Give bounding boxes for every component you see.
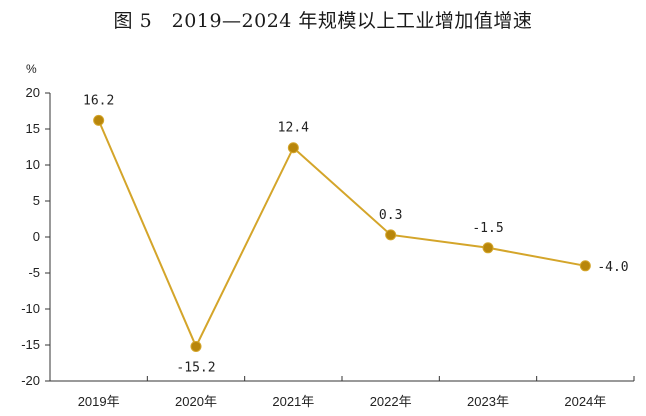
y-tick-label: 5 <box>33 193 40 208</box>
x-tick-label: 2021年 <box>272 394 314 409</box>
series-line-layer: 16.2 -15.2 12.4 0.3 -1.5 -4.0 <box>83 93 629 375</box>
data-label: 16.2 <box>83 93 114 108</box>
data-label: -1.5 <box>472 221 503 236</box>
data-label: -15.2 <box>176 360 215 375</box>
x-tick-label: 2022年 <box>370 394 412 409</box>
y-tick-label: 15 <box>26 121 40 136</box>
y-tick-label: -15 <box>21 337 40 352</box>
data-label: 12.4 <box>278 121 309 136</box>
y-tick-label: 0 <box>33 229 40 244</box>
data-point <box>93 114 105 126</box>
data-point <box>482 242 494 254</box>
x-tick-label: 2024年 <box>564 394 606 409</box>
data-point <box>287 142 299 154</box>
x-tick-label: 2019年 <box>78 394 120 409</box>
y-axis: 20 15 10 5 0 -5 -10 -15 -20 <box>21 85 51 388</box>
data-point <box>190 340 202 352</box>
y-tick-label: 10 <box>26 157 40 172</box>
data-point <box>579 260 591 272</box>
x-tick-label: 2023年 <box>467 394 509 409</box>
chart-title: 图 5 2019—2024 年规模以上工业增加值增速 <box>113 10 533 32</box>
series-line <box>97 119 586 349</box>
x-tick-label: 2020年 <box>175 394 217 409</box>
x-axis: 2019年 2020年 2021年 2022年 2023年 2024年 <box>49 376 635 409</box>
data-label: -4.0 <box>597 260 628 275</box>
data-label: 0.3 <box>379 208 402 223</box>
y-tick-label: -20 <box>21 373 40 388</box>
data-point <box>385 229 397 241</box>
y-axis-unit-label: % <box>26 62 37 76</box>
y-tick-label: -5 <box>28 265 40 280</box>
y-tick-label: 20 <box>26 85 40 100</box>
y-tick-label: -10 <box>21 301 40 316</box>
